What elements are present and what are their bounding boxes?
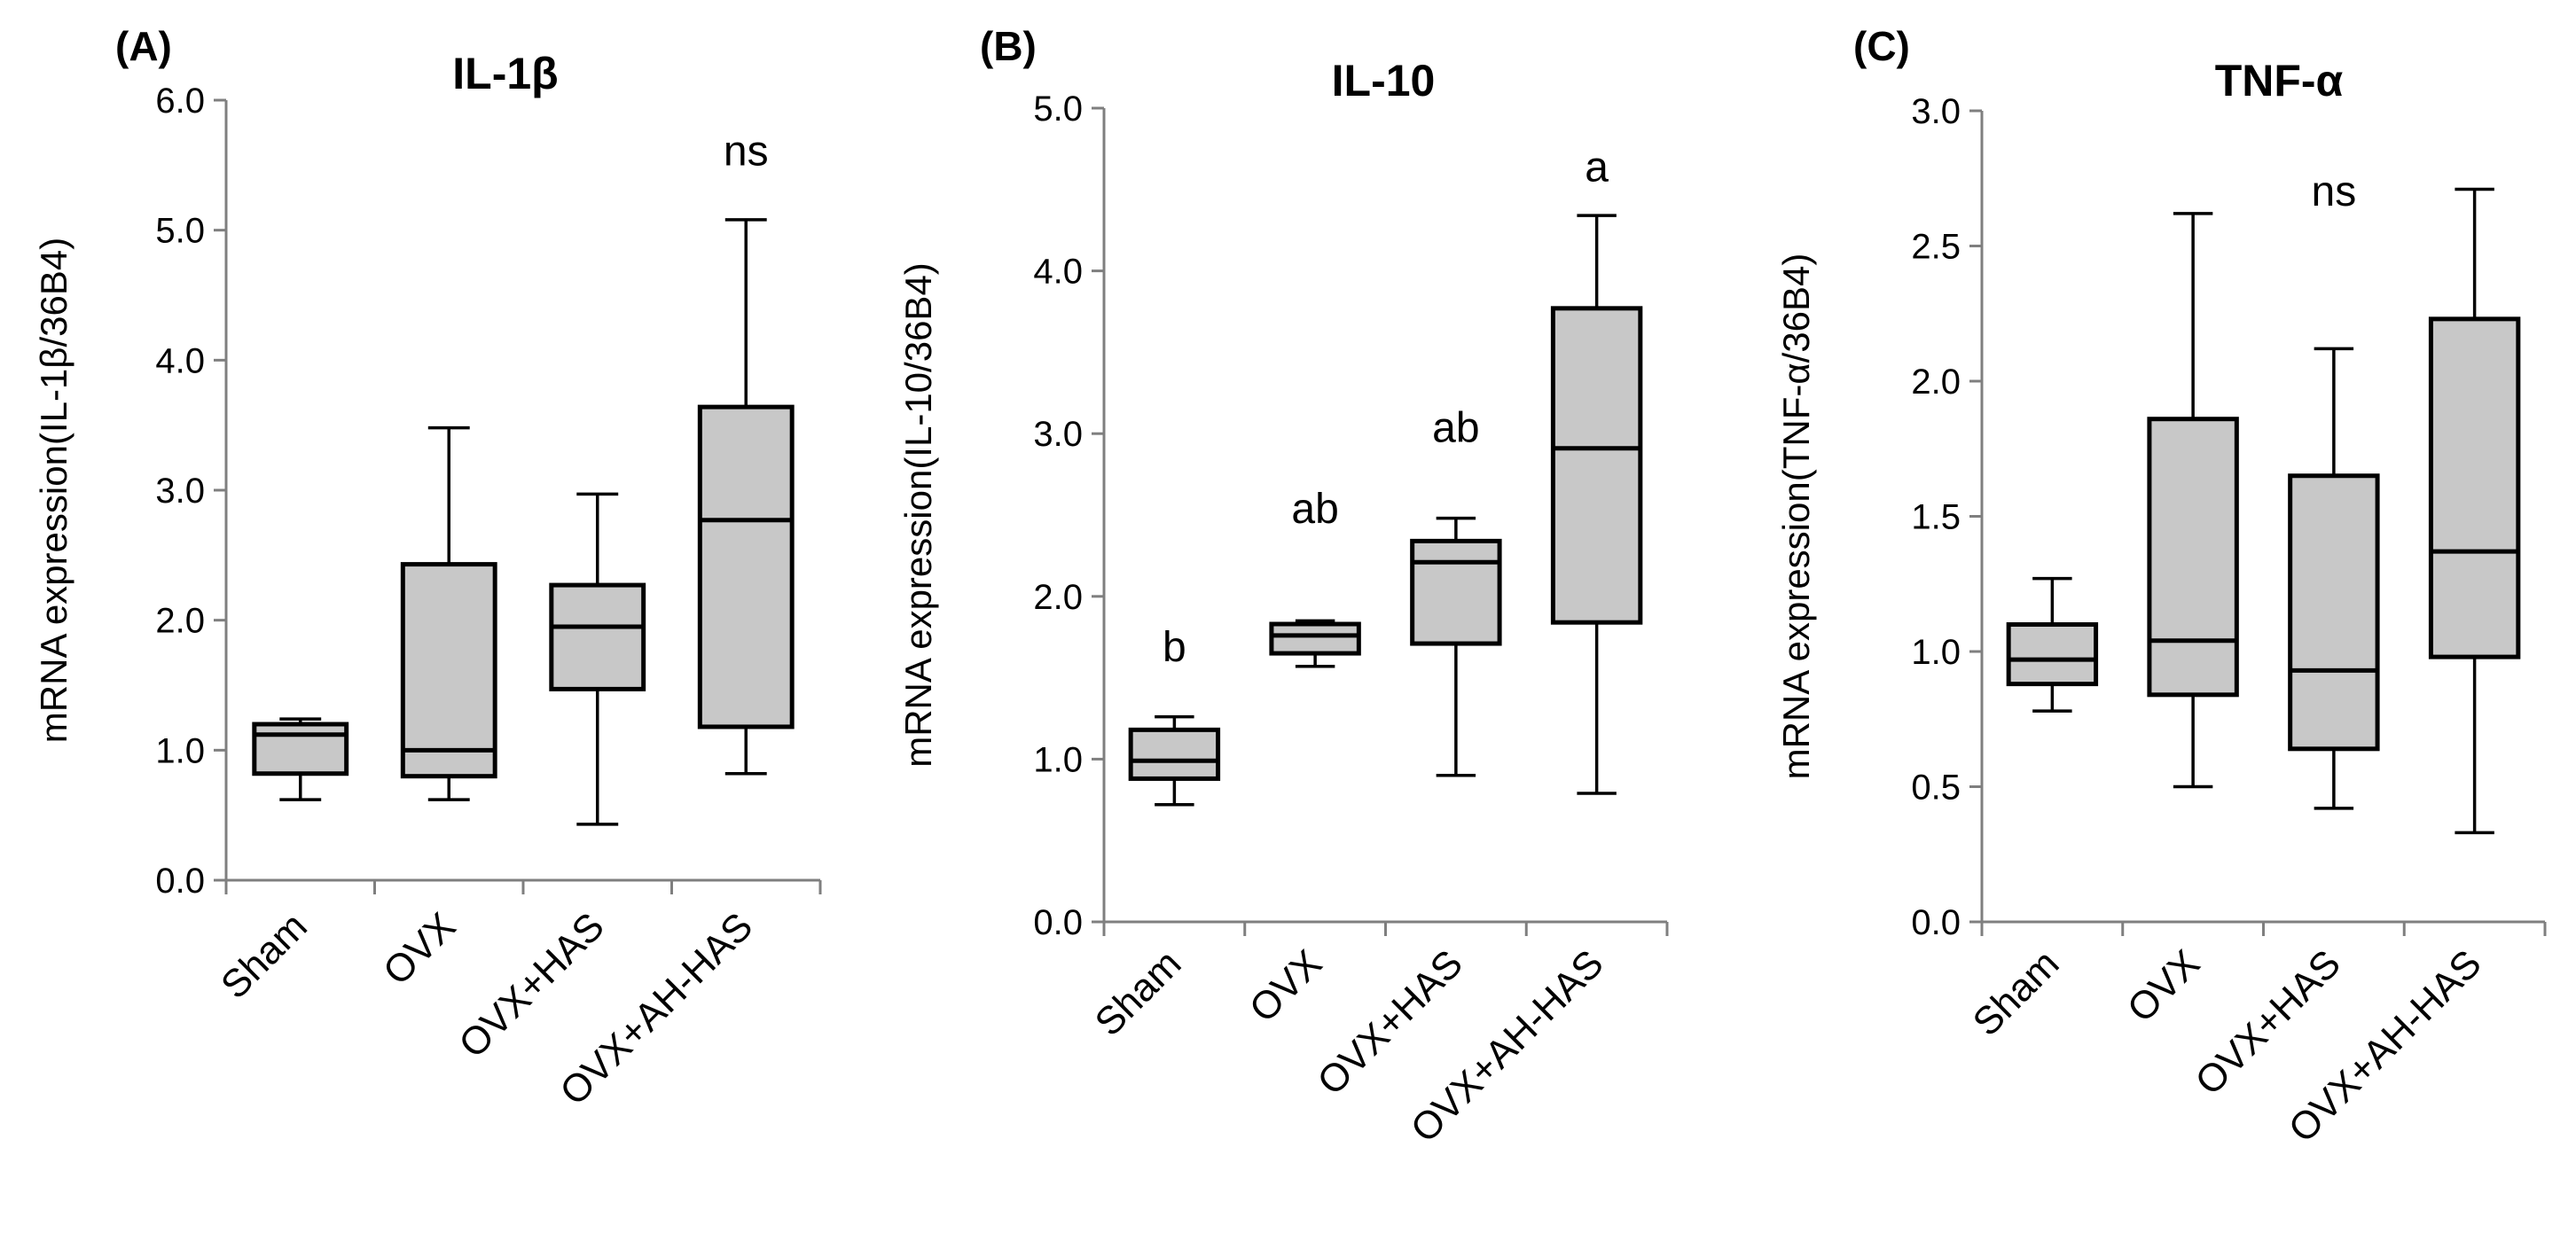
y-tick-label: 0.0 bbox=[1033, 903, 1083, 942]
box-sham bbox=[1128, 714, 1221, 807]
y-tick-label: 5.0 bbox=[155, 212, 205, 251]
y-tick-label: 2.0 bbox=[1033, 578, 1083, 617]
y-axis-label: mRNA expression(TNF-α/36B4) bbox=[1775, 254, 1817, 780]
panel-label: (A) bbox=[115, 23, 172, 69]
significance-label: ns bbox=[724, 128, 769, 175]
iqr-box bbox=[1128, 727, 1221, 781]
y-tick-label: 2.0 bbox=[155, 602, 205, 641]
significance-label: ab bbox=[1432, 404, 1479, 451]
iqr-box bbox=[1410, 538, 1502, 646]
panel-c: (C) TNF-α 0.0 0.5 1.0 1.5 2.0 2.5 3.0 mRNA expres… bbox=[1775, 23, 2547, 1151]
panel-label: (C) bbox=[1853, 23, 1910, 69]
category-label: Sham bbox=[213, 904, 316, 1007]
y-tick-label: 3.0 bbox=[1033, 415, 1083, 454]
y-tick-label: 1.0 bbox=[155, 731, 205, 770]
box-sham bbox=[2006, 576, 2099, 713]
y-tick-label: 5.0 bbox=[1033, 90, 1083, 129]
significance-label: a bbox=[1585, 144, 1609, 191]
significance-label: b bbox=[1163, 624, 1186, 671]
y-axis-label: mRNA expression(IL-1β/36B4) bbox=[33, 238, 74, 743]
y-tick-label: 3.0 bbox=[155, 472, 205, 511]
y-tick-label: 1.5 bbox=[1911, 498, 1961, 537]
box-ovx bbox=[2147, 212, 2239, 789]
y-tick-label: 4.0 bbox=[1033, 253, 1083, 292]
box-ovx-has bbox=[1410, 516, 1502, 777]
box-ovx-ah-has bbox=[697, 218, 795, 776]
y-tick-label: 2.0 bbox=[1911, 363, 1961, 402]
box-ovx-ah-has bbox=[1550, 214, 1643, 795]
iqr-box bbox=[2428, 316, 2521, 659]
y-tick-label: 2.5 bbox=[1911, 228, 1961, 267]
category-label: OVX bbox=[2119, 941, 2208, 1030]
y-tick-label: 0.0 bbox=[155, 862, 205, 901]
significance-label: ab bbox=[1291, 486, 1338, 533]
y-tick-label: 1.0 bbox=[1033, 740, 1083, 779]
category-label: Sham bbox=[1965, 941, 2068, 1044]
y-tick-label: 0.0 bbox=[1911, 903, 1961, 942]
box-ovx-has bbox=[549, 492, 646, 826]
y-axis-label: mRNA expression(IL-10/36B4) bbox=[897, 262, 939, 768]
chart-title: IL-1β bbox=[452, 49, 558, 98]
iqr-box bbox=[1550, 306, 1643, 625]
category-label: OVX+HAS bbox=[450, 904, 612, 1065]
category-label: Sham bbox=[1087, 941, 1190, 1044]
iqr-box bbox=[2288, 473, 2380, 752]
y-tick-label: 4.0 bbox=[155, 341, 205, 380]
y-tick-label: 6.0 bbox=[155, 82, 205, 121]
y-tick-label: 3.0 bbox=[1911, 92, 1961, 131]
iqr-box bbox=[697, 404, 795, 730]
chart-title: TNF-α bbox=[2215, 56, 2344, 105]
iqr-box bbox=[252, 722, 349, 776]
y-tick-label: 0.5 bbox=[1911, 769, 1961, 808]
iqr-box bbox=[2147, 417, 2239, 698]
panel-a: (A) IL-1β 0.0 1.0 2.0 3.0 4.0 5.0 6.0 mRNA expres… bbox=[33, 23, 822, 1114]
iqr-box bbox=[1269, 621, 1361, 656]
box-ovx bbox=[400, 425, 497, 801]
significance-label: ns bbox=[2312, 168, 2357, 215]
iqr-box bbox=[400, 562, 497, 779]
iqr-box bbox=[2006, 622, 2099, 687]
panel-label: (B) bbox=[980, 23, 1037, 69]
chart-title: IL-10 bbox=[1332, 56, 1436, 105]
box-sham bbox=[252, 717, 349, 801]
y-tick-label: 1.0 bbox=[1911, 633, 1961, 672]
category-label: OVX bbox=[1241, 941, 1330, 1030]
box-ovx-ah-has bbox=[2428, 187, 2521, 835]
panel-b: (B) IL-10 0.0 1.0 2.0 3.0 4.0 5.0 mRNA expressio… bbox=[897, 23, 1669, 1151]
box-ovx-has bbox=[2288, 347, 2380, 810]
box-ovx bbox=[1269, 619, 1361, 668]
iqr-box bbox=[549, 582, 646, 691]
category-label: OVX bbox=[375, 904, 464, 993]
